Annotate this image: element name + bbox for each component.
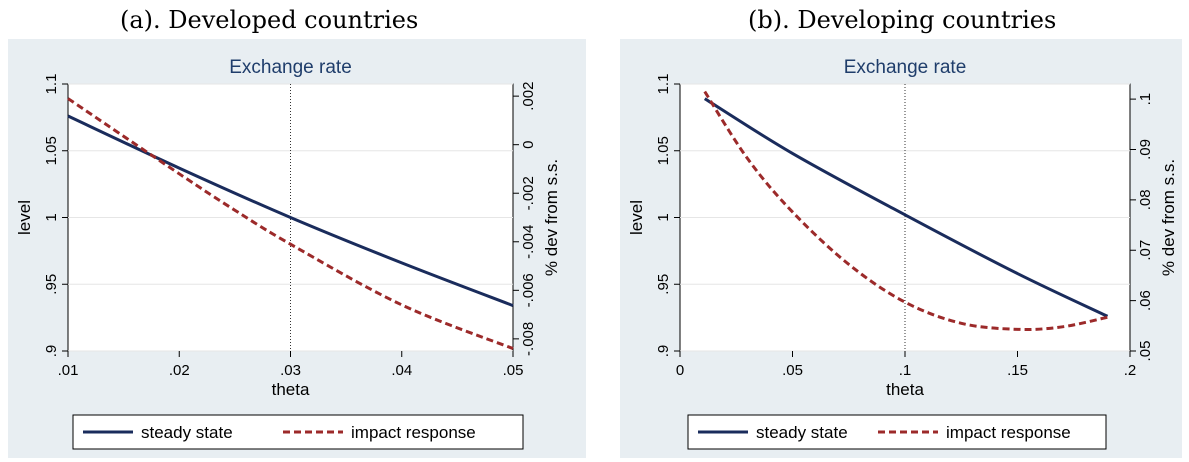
- y2-axis-label: % dev from s.s.: [1159, 159, 1178, 276]
- y2-tick-label: .09: [1137, 139, 1154, 160]
- y2-tick-label: .05: [1137, 341, 1154, 362]
- series-line-steady-state: [703, 97, 1109, 318]
- chart-developed: Exchange rate .01 .02 .03 .04 .05 theta .9 .95 1 1…: [8, 39, 586, 458]
- y2-tick-label: .06: [1137, 290, 1154, 311]
- legend-label: steady state: [756, 423, 848, 442]
- y2-tick-label: -.002: [520, 176, 537, 210]
- y-tick-label: .9: [43, 345, 60, 358]
- y2-tick-label: -.004: [520, 225, 537, 259]
- series-line-steady-state: [67, 114, 514, 308]
- panel-b-caption: (b). Developing countries: [748, 6, 1057, 34]
- legend-box: [72, 414, 524, 450]
- panel-a-caption: (a). Developed countries: [120, 6, 419, 34]
- x-tick-label: .05: [503, 362, 524, 379]
- x-tick-label: .2: [1124, 362, 1137, 379]
- legend-label: impact response: [946, 423, 1071, 442]
- y-tick-label: .9: [655, 345, 672, 358]
- y2-tick-label: .1: [1137, 93, 1154, 106]
- y-tick-label: 1.1: [43, 74, 60, 95]
- y-tick-label: 1.1: [655, 74, 672, 95]
- x-axis-label: theta: [272, 380, 310, 399]
- y-tick-label: 1: [655, 213, 672, 221]
- y-tick-label: 1.05: [655, 136, 672, 165]
- legend-box: [687, 414, 1107, 450]
- x-tick-label: .01: [58, 362, 79, 379]
- y2-tick-label: -.008: [520, 322, 537, 356]
- x-tick-label: .15: [1007, 362, 1028, 379]
- y2-tick-label: .08: [1137, 189, 1154, 210]
- y-tick-label: .95: [655, 274, 672, 295]
- y-tick-label: 1.05: [43, 136, 60, 165]
- y-axis-label: level: [627, 200, 646, 235]
- y2-axis-label: % dev from s.s.: [542, 159, 561, 276]
- series-line-impact-response: [67, 97, 514, 350]
- y-tick-label: .95: [43, 274, 60, 295]
- x-tick-label: 0: [676, 362, 684, 379]
- x-tick-label: .03: [280, 362, 301, 379]
- y2-tick-label: 0: [520, 141, 537, 149]
- y2-tick-label: .002: [520, 82, 537, 111]
- x-tick-label: .04: [391, 362, 412, 379]
- chart-developing: Exchange rate 0 .05 .1 .15 .2 theta .9 .95 1 1.05 1…: [620, 39, 1182, 458]
- x-tick-label: .02: [169, 362, 190, 379]
- x-tick-label: .1: [899, 362, 912, 379]
- x-tick-label: .05: [782, 362, 803, 379]
- y2-tick-label: .07: [1137, 240, 1154, 261]
- x-axis-label: theta: [886, 380, 924, 399]
- y2-tick-label: -.006: [520, 273, 537, 307]
- legend-label: impact response: [351, 423, 476, 442]
- chart-title: Exchange rate: [229, 57, 352, 78]
- series-line-impact-response: [703, 90, 1108, 331]
- y-axis-label: level: [15, 200, 34, 235]
- legend-label: steady state: [141, 423, 233, 442]
- y-tick-label: 1: [43, 213, 60, 221]
- chart-title: Exchange rate: [844, 57, 967, 78]
